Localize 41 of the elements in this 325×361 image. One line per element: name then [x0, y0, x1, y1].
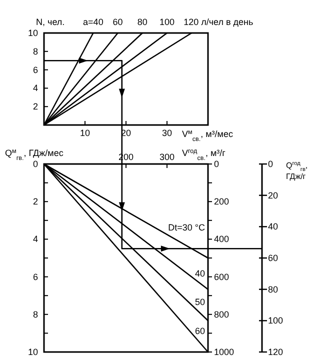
y-tick-label: 8	[32, 309, 38, 320]
y3-tick-label: 60	[268, 253, 278, 263]
y-tick-label: 4	[32, 83, 38, 94]
series-label: 50	[194, 297, 205, 308]
series-label: a=40	[83, 17, 104, 27]
y-axis-title: N, чел.	[36, 17, 65, 27]
y2-tick-label: 600	[214, 272, 230, 282]
y-tick-label: 8	[32, 46, 38, 56]
x-axis-title: V$^{м}$$_{св.}$, м³/мес	[182, 128, 234, 142]
y3-tick-label: 0	[268, 159, 274, 169]
x-tick-label: 30	[162, 128, 172, 138]
y3-tick-label: 40	[268, 222, 278, 232]
series-label: Dt=30 °C	[168, 222, 206, 232]
y2-tick-label: 200	[214, 196, 230, 207]
y2-tick-label: 0	[214, 159, 220, 169]
y3-tick-label: 20	[268, 190, 278, 200]
series-label: 60	[112, 17, 123, 27]
y3-tick-label: 80	[268, 284, 278, 294]
y-axis-title: Q$^{м}$$_{гв.}$, ГДж/мес	[5, 148, 64, 162]
y-tick-label: 6	[32, 272, 38, 282]
y2-tick-label: 1000	[214, 347, 234, 357]
y-tick-label: 2	[32, 196, 38, 207]
y3-axis-title: Q$^{год}$$_{гв}$, ГДж/г	[286, 161, 308, 181]
series-label: 100	[159, 17, 175, 27]
y-tick-label: 4	[32, 234, 38, 244]
x-tick-label: 10	[80, 128, 90, 138]
y3-tick-label: 100	[268, 316, 284, 326]
y2-tick-label: 400	[214, 234, 230, 244]
x-axis-title: V$^{год}$$_{св.}$, м³/г	[182, 148, 226, 162]
series-label: 60	[194, 326, 205, 336]
y-tick-label: 10	[28, 347, 38, 357]
x-tick-label: 300	[159, 152, 175, 162]
y-tick-label: 6	[32, 64, 38, 75]
y-tick-label: 0	[32, 159, 38, 169]
series-label: 40	[194, 268, 205, 278]
y3-tick-label: 120	[268, 347, 284, 357]
y2-tick-label: 800	[214, 309, 230, 320]
series-label: 120 л/чел в день	[184, 17, 254, 27]
y-tick-label: 10	[28, 28, 38, 38]
y-tick-label: 2	[32, 102, 38, 112]
series-label: 80	[137, 17, 148, 27]
